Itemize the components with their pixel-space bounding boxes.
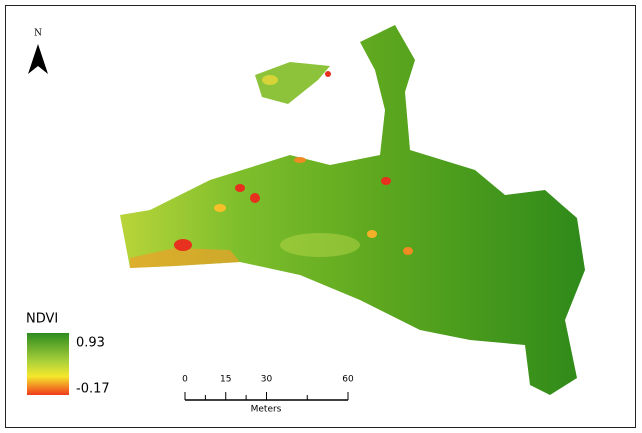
legend-title: NDVI bbox=[26, 312, 58, 327]
legend-min: -0.17 bbox=[76, 382, 110, 397]
scale-tick-label: 15 bbox=[220, 375, 231, 385]
scale-tick-label: 60 bbox=[342, 375, 354, 385]
legend-max: 0.93 bbox=[76, 336, 105, 351]
page: {"north_arrow": {"label": "N"}, "legend"… bbox=[0, 0, 642, 433]
scale-unit: Meters bbox=[251, 405, 282, 415]
scale-tick-label: 0 bbox=[182, 375, 188, 385]
scale-tick-label: 30 bbox=[261, 375, 273, 385]
legend-ramp bbox=[27, 333, 69, 395]
north-label: N bbox=[34, 29, 42, 39]
map: N NDVI 0.93 -0.17 Meters 0 15 30 60 bbox=[0, 0, 642, 433]
